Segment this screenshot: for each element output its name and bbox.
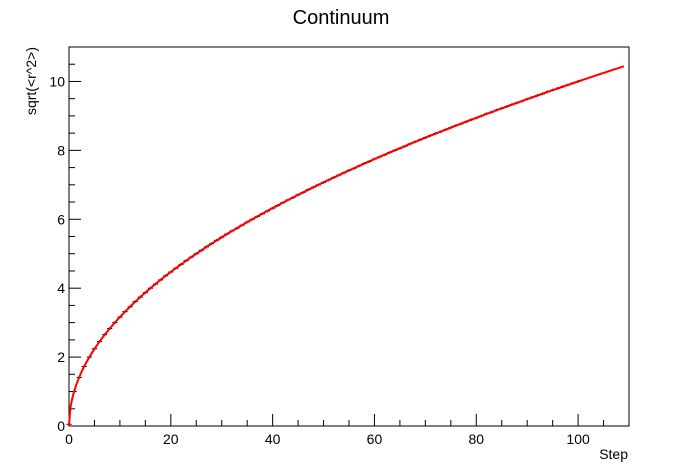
x-tick-label: 20 [163,431,179,447]
chart-title: Continuum [293,7,390,29]
fit-line [68,65,625,427]
data-points-series [66,80,581,426]
x-axis-ticks [68,414,630,426]
y-tick-label: 0 [57,418,65,434]
y-tick-label: 6 [57,211,65,227]
fit-line-series [68,65,625,427]
y-tick-label: 10 [49,73,65,89]
x-tick-label: 0 [65,431,73,447]
plot-frame [68,46,630,427]
x-tick-label: 100 [566,431,590,447]
x-tick-label: 40 [265,431,281,447]
y-tick-label: 8 [57,142,65,158]
y-axis-ticks [69,46,81,427]
x-tick-label: 80 [468,431,484,447]
y-tick-label: 2 [57,349,65,365]
x-axis-label: Step [599,446,628,462]
y-tick-labels: 0 2 4 6 8 10 [49,73,65,434]
x-tick-label: 60 [367,431,383,447]
x-tick-labels: 0 20 40 60 80 100 [65,431,590,447]
y-tick-label: 4 [57,280,65,296]
y-axis-label: sqrt(<r^2>) [23,47,39,115]
